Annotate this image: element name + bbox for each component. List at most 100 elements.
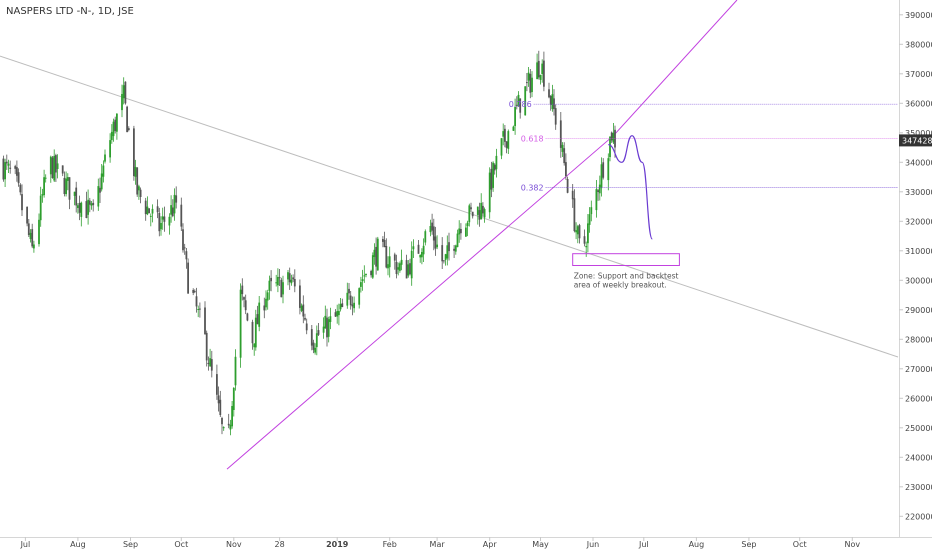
candle-body — [5, 161, 8, 164]
candle-body — [160, 223, 162, 230]
candle-body — [571, 190, 574, 200]
time-tick-label: 28 — [275, 540, 285, 549]
descending-resistance-trendline[interactable] — [0, 55, 899, 358]
candle-body — [100, 173, 103, 190]
candle-body — [573, 198, 576, 232]
candle-body — [21, 194, 23, 211]
candle-body — [51, 157, 54, 178]
candle-body — [109, 140, 111, 158]
candle-body — [600, 164, 603, 189]
candle-body — [77, 205, 79, 208]
candle-body — [121, 94, 123, 111]
candle-body — [65, 178, 67, 195]
candle-body — [122, 85, 125, 99]
candle-body — [182, 229, 184, 251]
candle-body — [444, 254, 447, 260]
candle-body — [19, 184, 22, 193]
candle-body — [56, 163, 59, 169]
candle-body — [61, 165, 64, 174]
candle-body — [256, 314, 259, 325]
candle-body — [310, 329, 313, 346]
candle-body — [407, 264, 410, 276]
candle-body — [290, 279, 293, 284]
candle-body — [446, 245, 449, 259]
candle-body — [232, 388, 235, 410]
fib-layer: 0.786 0.618 0.382 — [509, 100, 898, 192]
time-tick-label: Jun — [586, 540, 600, 549]
candle-body — [578, 225, 581, 239]
candle-body — [519, 98, 522, 113]
candle-body — [292, 277, 294, 280]
candle-body — [312, 342, 315, 350]
price-axis[interactable]: 220000 230000 240000 250000 260000 270000 2800… — [899, 11, 932, 522]
candle-body — [322, 326, 325, 333]
candle-body — [336, 311, 339, 317]
time-axis[interactable]: Jul Aug Sep Oct Nov 28 2019 Feb Mar Apr May Jun Jul A… — [20, 537, 861, 549]
candle-body — [587, 223, 589, 244]
candle-body — [493, 164, 496, 171]
candle-body — [543, 60, 545, 87]
fib-level-label: 0.382 — [521, 183, 544, 192]
candle-body — [38, 219, 40, 245]
rising-support-trendline[interactable] — [226, 0, 738, 470]
candle-body — [421, 252, 423, 258]
candle-body — [282, 282, 284, 295]
candle-body — [317, 330, 320, 335]
candle-body — [183, 247, 186, 249]
candle-body — [110, 131, 113, 141]
candle-body — [432, 226, 435, 241]
candle-body — [314, 347, 316, 353]
candle-body — [14, 166, 17, 169]
candle-body — [358, 288, 361, 305]
candle-body — [146, 206, 149, 215]
candle-body — [326, 317, 328, 338]
candle-body — [524, 86, 527, 116]
candle-body — [334, 312, 337, 317]
candle-body — [192, 290, 195, 293]
candle-body — [173, 194, 176, 214]
projection-path[interactable] — [608, 135, 653, 240]
candle-body — [553, 98, 555, 110]
price-tick-label: 350000 — [905, 129, 932, 138]
candle-body — [104, 154, 106, 162]
candle-body — [383, 240, 386, 248]
candle-body — [304, 317, 306, 320]
candle-body — [315, 333, 318, 348]
candle-body — [302, 304, 305, 317]
candle-body — [180, 204, 183, 227]
candle-body — [429, 226, 432, 233]
candle-body — [90, 203, 93, 206]
candle-body — [371, 255, 374, 278]
candle-body — [348, 288, 350, 294]
candle-body — [397, 267, 400, 270]
support-zone-box[interactable] — [572, 253, 680, 266]
candle-body — [431, 222, 433, 231]
candle-body — [561, 144, 564, 152]
price-tick-label: 330000 — [905, 188, 932, 197]
candle-body — [483, 209, 486, 218]
candle-body — [585, 246, 588, 248]
zone-note-text: Zone: Support and backtest — [574, 272, 679, 281]
candle-body — [258, 302, 261, 327]
current-price-label: 347428 — [902, 136, 932, 145]
candle-body — [33, 244, 35, 249]
candle-body — [139, 189, 142, 197]
candle-body — [595, 189, 598, 211]
candle-body — [514, 106, 516, 127]
candle-body — [341, 303, 344, 307]
candle-body — [436, 244, 438, 248]
candle-body — [187, 262, 189, 294]
candle-body — [502, 131, 505, 137]
candle-body — [78, 202, 81, 213]
chart-title: NASPERS LTD -N-, 1D, JSE — [6, 6, 134, 17]
candle-body — [278, 277, 281, 279]
candle-body — [482, 205, 484, 214]
candle-body — [55, 155, 57, 173]
time-tick-label: Oct — [174, 540, 188, 549]
candle-body — [175, 195, 178, 203]
candle-body — [53, 155, 56, 181]
candle-body — [149, 215, 152, 217]
price-tick-label: 340000 — [905, 158, 932, 167]
time-tick-label: Sep — [741, 540, 756, 549]
